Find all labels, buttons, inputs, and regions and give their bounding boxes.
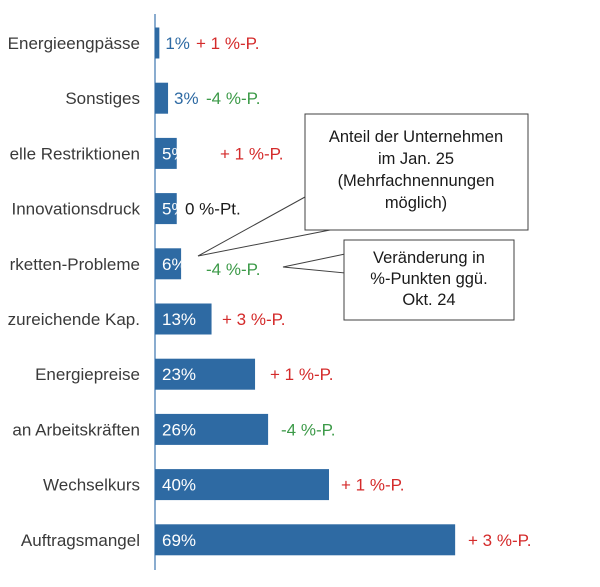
bar xyxy=(155,524,456,556)
change-label: + 1 %-P. xyxy=(196,34,259,53)
change-label: + 1 %-P. xyxy=(270,365,333,384)
callout-text: %-Punkten ggü. xyxy=(370,270,487,288)
change-label: + 1 %-P. xyxy=(341,476,404,495)
change-label: + 3 %-P. xyxy=(468,531,531,550)
bar xyxy=(155,358,256,390)
callout-text: Anteil der Unternehmen xyxy=(329,128,503,146)
value-label: 3% xyxy=(174,89,199,108)
bar xyxy=(155,469,329,501)
bar xyxy=(155,303,212,335)
value-label: 23% xyxy=(162,365,196,384)
change-label: 0 %-Pt. xyxy=(185,200,241,219)
bar xyxy=(155,137,177,169)
callout-text: im Jan. 25 xyxy=(378,150,454,168)
callout-pointer xyxy=(282,253,346,274)
category-label: an Arbeitskräften xyxy=(12,420,140,439)
category-label: Wechselkurs xyxy=(43,476,140,495)
value-label: 69% xyxy=(162,531,196,550)
category-label: elle Restriktionen xyxy=(10,144,140,163)
category-label: Energieengpässe xyxy=(8,34,140,53)
change-label: -4 %-P. xyxy=(206,89,261,108)
value-label: 6% xyxy=(162,255,187,274)
callout-text: (Mehrfachnennungen xyxy=(338,172,495,190)
bar xyxy=(155,413,269,445)
value-label: 40% xyxy=(162,476,196,495)
bar xyxy=(155,27,160,59)
bar xyxy=(155,193,177,225)
value-label: 26% xyxy=(162,420,196,439)
callout-text: Veränderung in xyxy=(373,249,485,267)
change-label: -4 %-P. xyxy=(281,420,336,439)
category-label: Innovationsdruck xyxy=(11,200,140,219)
value-label: 13% xyxy=(162,310,196,329)
value-label: 1% xyxy=(165,34,190,53)
bar xyxy=(155,82,169,114)
value-label: 5% xyxy=(162,144,187,163)
value-label: 5% xyxy=(162,200,187,219)
category-label: Sonstiges xyxy=(65,89,140,108)
change-label: + 3 %-P. xyxy=(222,310,285,329)
category-label: Auftragsmangel xyxy=(21,531,140,550)
callout-fill xyxy=(344,240,514,320)
category-label: rketten-Probleme xyxy=(10,255,140,274)
callout-text: Okt. 24 xyxy=(402,291,455,309)
category-label: Energiepreise xyxy=(35,365,140,384)
bar xyxy=(155,248,182,280)
callout-fill xyxy=(305,114,528,230)
change-label: -4 %-P. xyxy=(206,260,261,279)
change-label: + 1 %-P. xyxy=(220,144,283,163)
callout-text: möglich) xyxy=(385,194,447,212)
category-label: zureichende Kap. xyxy=(8,310,140,329)
